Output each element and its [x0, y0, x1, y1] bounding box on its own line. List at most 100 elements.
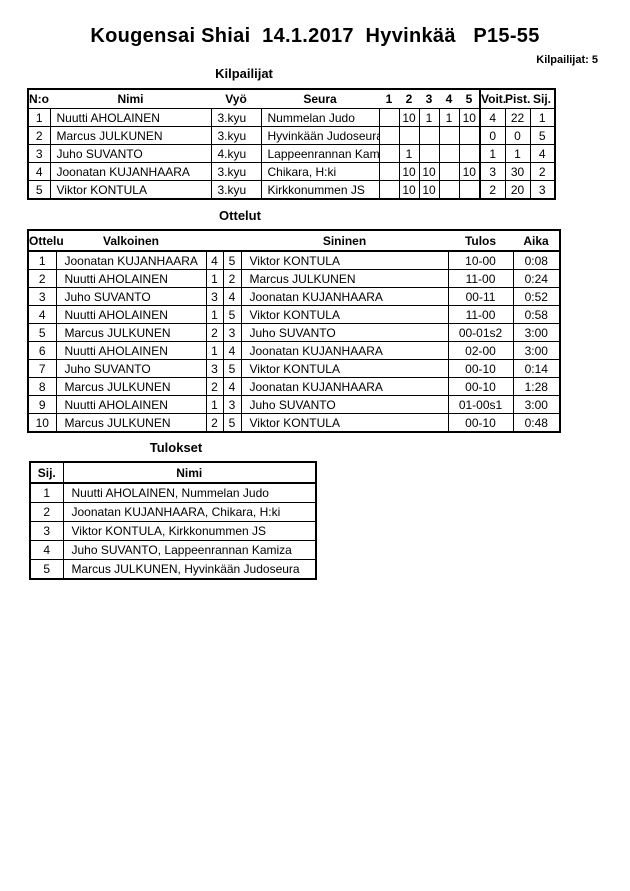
round-score: 10 — [398, 180, 420, 200]
header-points: Pist. — [505, 89, 530, 109]
round-score: 1 — [438, 108, 460, 127]
white-player-no: 2 — [205, 413, 224, 433]
competitor-wins: 4 — [479, 108, 506, 127]
round-score — [378, 144, 400, 163]
blue-player: Juho SUVANTO — [240, 395, 449, 414]
header-white: Valkoinen — [56, 230, 206, 252]
competitors-section-title: Kilpailijat — [215, 66, 273, 81]
competitor-wins: 2 — [479, 180, 506, 200]
round-score: 10 — [418, 162, 440, 181]
header-match: Ottelu — [28, 230, 64, 252]
competitor-belt: 3.kyu — [210, 126, 262, 145]
competitor-club: Kirkkonummen JS — [260, 180, 380, 200]
table-row: 9 Nuutti AHOLAINEN 1 3 Juho SUVANTO 01-0… — [27, 395, 561, 414]
competitor-place: 3 — [529, 180, 556, 200]
white-player-no: 1 — [205, 305, 224, 324]
matches-table: Ottelu Valkoinen Sininen Tulos Aika 1 Jo… — [27, 229, 561, 433]
blue-player: Viktor KONTULA — [240, 359, 449, 378]
page-title: Kougensai Shiai 14.1.2017 Hyvinkää P15-5… — [90, 25, 540, 47]
white-player: Nuutti AHOLAINEN — [55, 269, 207, 288]
match-result: 10-00 — [447, 250, 514, 270]
table-row: 4 Joonatan KUJANHAARA 3.kyu Chikara, H:k… — [27, 162, 556, 181]
table-row: 8 Marcus JULKUNEN 2 4 Joonatan KUJANHAAR… — [27, 377, 561, 396]
table-row: 1 Nuutti AHOLAINEN 3.kyu Nummelan Judo 1… — [27, 108, 556, 127]
white-player-no: 2 — [205, 323, 224, 342]
match-time: 3:00 — [512, 341, 561, 360]
result-name: Nuutti AHOLAINEN, Nummelan Judo — [62, 482, 317, 503]
match-no: 4 — [27, 305, 57, 324]
blue-player-no: 5 — [222, 305, 242, 324]
matches-section-title: Ottelut — [219, 208, 261, 223]
match-time: 0:48 — [512, 413, 561, 433]
competitor-club: Nummelan Judo — [260, 108, 380, 127]
header-name: Nimi — [50, 89, 211, 109]
header-blue-no — [223, 230, 241, 252]
table-row: 1 Joonatan KUJANHAARA 4 5 Viktor KONTULA… — [27, 250, 561, 270]
white-player-no: 1 — [205, 341, 224, 360]
white-player: Marcus JULKUNEN — [55, 413, 207, 433]
table-row: 3 Juho SUVANTO 3 4 Joonatan KUJANHAARA 0… — [27, 287, 561, 306]
match-no: 9 — [27, 395, 57, 414]
competitor-belt: 3.kyu — [210, 180, 262, 200]
table-row: 6 Nuutti AHOLAINEN 1 4 Joonatan KUJANHAA… — [27, 341, 561, 360]
competitor-no: 3 — [27, 144, 51, 163]
white-player: Nuutti AHOLAINEN — [55, 305, 207, 324]
white-player: Juho SUVANTO — [55, 359, 207, 378]
competitor-place: 2 — [529, 162, 556, 181]
round-score: 1 — [418, 108, 440, 127]
competitor-belt: 3.kyu — [210, 162, 262, 181]
competitor-name: Juho SUVANTO — [49, 144, 212, 163]
round-score — [438, 126, 460, 145]
header-round-3: 3 — [419, 89, 439, 109]
table-row: 2 Marcus JULKUNEN 3.kyu Hyvinkään Judose… — [27, 126, 556, 145]
round-score — [378, 180, 400, 200]
header-club: Seura — [261, 89, 379, 109]
header-round-4: 4 — [439, 89, 459, 109]
table-row: 3 Juho SUVANTO 4.kyu Lappeenrannan Kamiz… — [27, 144, 556, 163]
result-place: 5 — [29, 559, 64, 580]
round-score — [438, 162, 460, 181]
blue-player: Marcus JULKUNEN — [240, 269, 449, 288]
header-place: Sij. — [530, 89, 555, 109]
match-time: 3:00 — [512, 323, 561, 342]
round-score — [378, 108, 400, 127]
blue-player: Viktor KONTULA — [240, 250, 449, 270]
match-time: 0:14 — [512, 359, 561, 378]
round-score — [398, 126, 420, 145]
blue-player-no: 5 — [222, 250, 242, 270]
blue-player-no: 2 — [222, 269, 242, 288]
competitor-place: 5 — [529, 126, 556, 145]
competitor-place: 1 — [529, 108, 556, 127]
header-round-5: 5 — [459, 89, 481, 109]
match-no: 1 — [27, 250, 57, 270]
blue-player-no: 4 — [222, 341, 242, 360]
competitor-points: 1 — [504, 144, 531, 163]
match-time: 0:52 — [512, 287, 561, 306]
table-row: 4 Nuutti AHOLAINEN 1 5 Viktor KONTULA 11… — [27, 305, 561, 324]
round-score: 10 — [458, 162, 481, 181]
header-name: Nimi — [63, 462, 316, 484]
header-result: Tulos — [448, 230, 513, 252]
header-belt: Vyö — [211, 89, 261, 109]
round-score: 10 — [458, 108, 481, 127]
round-score: 10 — [418, 180, 440, 200]
match-no: 7 — [27, 359, 57, 378]
match-no: 10 — [27, 413, 57, 433]
table-row: 5 Marcus JULKUNEN, Hyvinkään Judoseura — [29, 559, 317, 580]
match-time: 1:28 — [512, 377, 561, 396]
table-row: 2 Joonatan KUJANHAARA, Chikara, H:ki — [29, 502, 317, 522]
round-score — [418, 126, 440, 145]
competitor-no: 5 — [27, 180, 51, 200]
results-table: Sij. Nimi 1 Nuutti AHOLAINEN, Nummelan J… — [29, 461, 317, 580]
competitor-club: Hyvinkään Judoseura — [260, 126, 380, 145]
blue-player: Joonatan KUJANHAARA — [240, 341, 449, 360]
competitor-no: 1 — [27, 108, 51, 127]
table-row: 10 Marcus JULKUNEN 2 5 Viktor KONTULA 00… — [27, 413, 561, 433]
match-no: 3 — [27, 287, 57, 306]
table-row: 5 Viktor KONTULA 3.kyu Kirkkonummen JS 1… — [27, 180, 556, 200]
blue-player: Joonatan KUJANHAARA — [240, 287, 449, 306]
round-score — [378, 162, 400, 181]
table-row: 5 Marcus JULKUNEN 2 3 Juho SUVANTO 00-01… — [27, 323, 561, 342]
competitor-belt: 4.kyu — [210, 144, 262, 163]
